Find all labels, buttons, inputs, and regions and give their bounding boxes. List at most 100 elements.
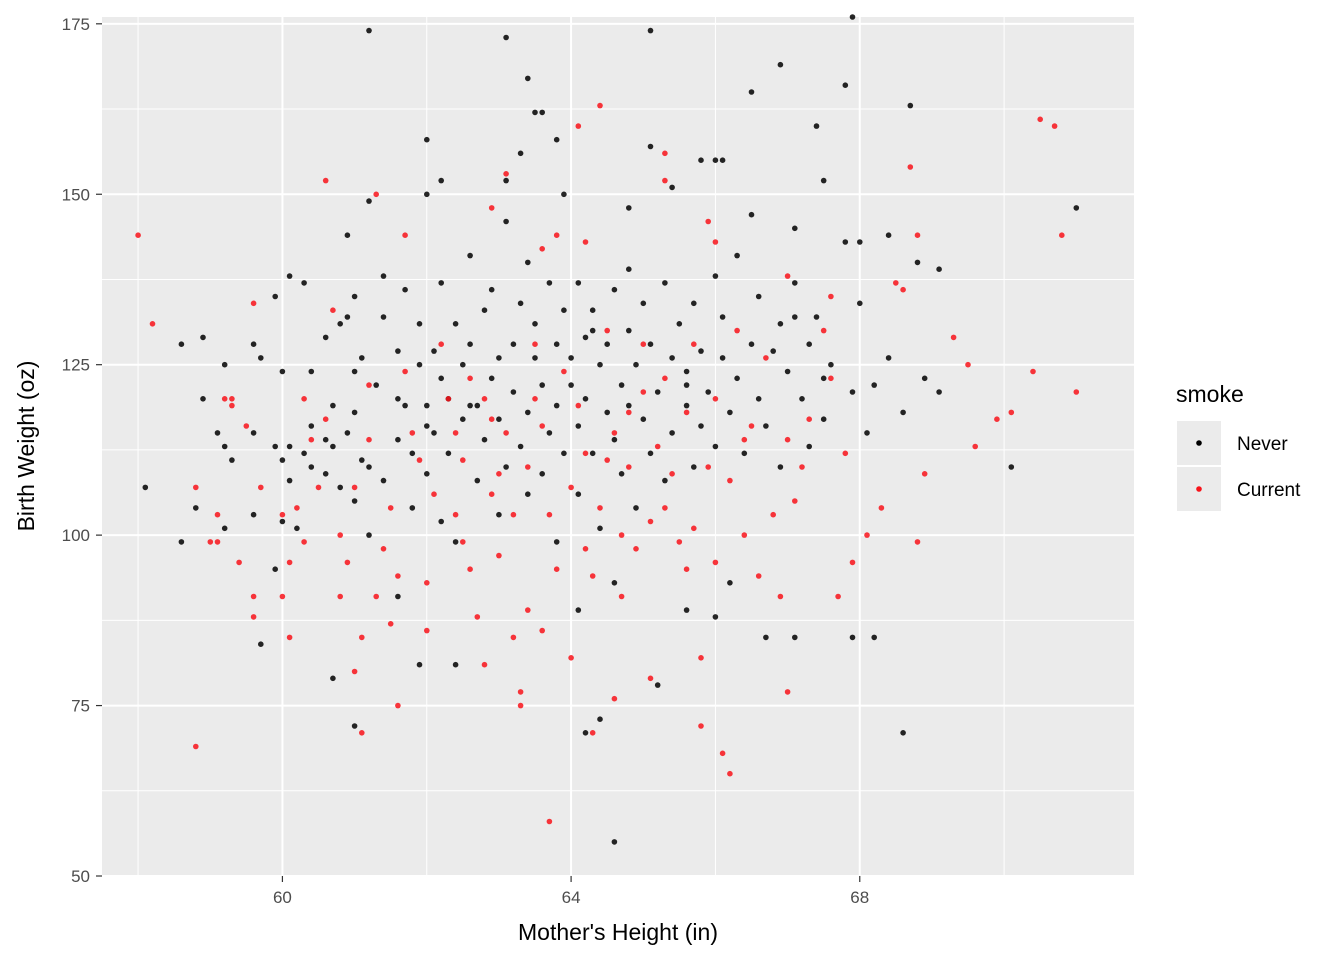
point-never (734, 375, 740, 382)
point-never (301, 450, 307, 457)
point-never (546, 430, 553, 436)
point-current (315, 484, 322, 491)
point-current (662, 150, 668, 157)
point-current (279, 511, 286, 518)
point-current (705, 218, 711, 225)
point-current (286, 634, 293, 641)
point-never (250, 430, 257, 436)
point-never (611, 286, 618, 293)
point-never (871, 382, 877, 388)
point-current (914, 232, 921, 238)
point-never (727, 409, 733, 416)
point-current (784, 436, 791, 443)
point-current (878, 505, 885, 511)
point-never (936, 389, 942, 395)
point-never (438, 375, 445, 382)
point-current (1030, 368, 1036, 375)
point-never (691, 300, 697, 307)
point-current (647, 518, 654, 525)
point-never (813, 314, 820, 320)
point-current (618, 532, 625, 538)
y-tick-label: 175 (62, 15, 90, 34)
point-never (532, 355, 538, 361)
point-never (553, 341, 560, 348)
point-current (135, 232, 141, 238)
point-current (510, 634, 517, 641)
point-never (719, 355, 726, 361)
point-never (647, 27, 654, 34)
point-never (806, 443, 812, 450)
point-never (813, 123, 820, 129)
point-never (351, 723, 358, 729)
point-current (402, 232, 408, 238)
point-current (568, 655, 574, 661)
point-current (748, 423, 755, 429)
point-never (496, 355, 502, 361)
point-current (193, 743, 199, 750)
point-never (416, 361, 423, 368)
point-current (510, 511, 517, 518)
point-never (416, 321, 423, 327)
point-never (467, 402, 473, 409)
point-never (640, 416, 647, 423)
point-current (727, 770, 733, 777)
point-never (337, 321, 344, 327)
point-current (806, 416, 812, 423)
point-current (481, 396, 488, 402)
point-current (972, 443, 978, 450)
legend: smoke Never Current (1176, 381, 1301, 511)
point-never (871, 634, 877, 641)
point-never (474, 402, 481, 409)
point-current (193, 484, 199, 491)
point-never (200, 396, 206, 402)
point-never (380, 477, 387, 484)
point-never (395, 593, 401, 600)
point-never (344, 314, 351, 320)
point-never (1073, 205, 1080, 211)
point-never (272, 443, 279, 450)
point-never (820, 375, 827, 382)
point-current (474, 614, 481, 620)
point-current (849, 559, 856, 566)
point-never (539, 382, 545, 388)
point-current (965, 361, 971, 368)
point-never (221, 525, 228, 532)
point-never (258, 355, 264, 361)
point-current (618, 593, 625, 600)
point-never (611, 839, 618, 845)
point-current (611, 430, 618, 436)
point-never (525, 75, 531, 82)
point-current (921, 471, 928, 477)
point-current (488, 416, 495, 423)
point-never (777, 321, 784, 327)
point-current (279, 593, 286, 600)
point-never (460, 361, 466, 368)
point-never (611, 580, 618, 586)
x-tick-label: 60 (273, 888, 292, 907)
point-current (409, 430, 416, 436)
point-never (322, 471, 329, 477)
point-current (1073, 389, 1080, 395)
point-current (741, 532, 748, 538)
point-current (734, 327, 740, 334)
point-current (373, 593, 380, 600)
point-never (366, 532, 372, 538)
point-current (488, 205, 495, 211)
point-never (820, 177, 827, 184)
point-current (770, 511, 776, 518)
point-current (207, 539, 214, 545)
point-never (662, 477, 668, 484)
point-current (640, 389, 647, 395)
point-never (900, 409, 906, 416)
point-never (705, 389, 711, 395)
point-current (582, 546, 589, 552)
point-never (907, 102, 914, 109)
point-never (1008, 464, 1015, 470)
point-never (272, 293, 279, 300)
point-never (496, 511, 502, 518)
point-never (301, 280, 307, 286)
point-never (611, 436, 618, 443)
point-current (546, 818, 553, 825)
point-current (366, 382, 372, 388)
